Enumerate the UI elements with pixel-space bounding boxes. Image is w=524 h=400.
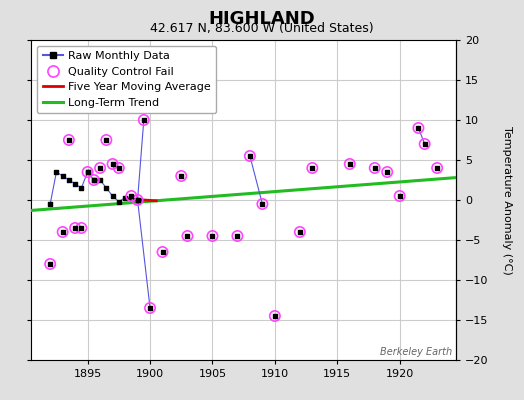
Point: [59, 229, 67, 235]
Point: [433, 165, 441, 171]
Point: [64, 137, 73, 143]
Point: [46, 261, 54, 267]
Point: [370, 165, 379, 171]
Point: [59, 173, 67, 179]
Point: [127, 193, 136, 199]
Point: [83, 169, 92, 175]
Point: [139, 117, 148, 123]
Point: [71, 225, 79, 231]
Point: [46, 261, 54, 267]
Point: [158, 249, 167, 255]
Point: [146, 305, 154, 311]
Text: HIGHLAND: HIGHLAND: [209, 10, 315, 28]
Point: [183, 233, 192, 239]
Point: [127, 193, 136, 199]
Point: [420, 141, 429, 147]
Point: [102, 137, 111, 143]
Point: [420, 141, 429, 147]
Point: [121, 194, 129, 201]
Point: [208, 233, 216, 239]
Point: [258, 201, 267, 207]
Point: [346, 161, 354, 167]
Point: [433, 165, 441, 171]
Point: [271, 313, 279, 319]
Point: [396, 193, 404, 199]
Legend: Raw Monthly Data, Quality Control Fail, Five Year Moving Average, Long-Term Tren: Raw Monthly Data, Quality Control Fail, …: [37, 46, 216, 113]
Point: [271, 313, 279, 319]
Point: [133, 197, 141, 203]
Point: [233, 233, 242, 239]
Point: [308, 165, 316, 171]
Point: [133, 197, 141, 203]
Point: [96, 165, 104, 171]
Point: [64, 137, 73, 143]
Point: [133, 197, 141, 203]
Point: [96, 177, 104, 183]
Point: [396, 193, 404, 199]
Point: [64, 177, 73, 183]
Point: [158, 249, 167, 255]
Point: [383, 169, 391, 175]
Text: 42.617 N, 83.600 W (United States): 42.617 N, 83.600 W (United States): [150, 22, 374, 35]
Point: [258, 201, 267, 207]
Point: [233, 233, 242, 239]
Point: [108, 161, 117, 167]
Point: [52, 169, 61, 175]
Point: [83, 169, 92, 175]
Point: [346, 161, 354, 167]
Point: [108, 161, 117, 167]
Point: [71, 225, 79, 231]
Point: [370, 165, 379, 171]
Y-axis label: Temperature Anomaly (°C): Temperature Anomaly (°C): [503, 126, 512, 274]
Point: [139, 117, 148, 123]
Point: [108, 193, 117, 199]
Point: [308, 165, 316, 171]
Point: [102, 185, 111, 191]
Point: [90, 177, 98, 183]
Point: [208, 233, 216, 239]
Point: [77, 185, 85, 191]
Point: [296, 229, 304, 235]
Point: [77, 225, 85, 231]
Point: [96, 165, 104, 171]
Point: [414, 125, 423, 131]
Point: [414, 125, 423, 131]
Point: [77, 225, 85, 231]
Point: [46, 201, 54, 207]
Text: Berkeley Earth: Berkeley Earth: [379, 347, 452, 357]
Point: [90, 177, 98, 183]
Point: [59, 229, 67, 235]
Point: [246, 153, 254, 159]
Point: [296, 229, 304, 235]
Point: [90, 177, 98, 183]
Point: [383, 169, 391, 175]
Point: [102, 137, 111, 143]
Point: [177, 173, 185, 179]
Point: [246, 153, 254, 159]
Point: [71, 181, 79, 187]
Point: [177, 173, 185, 179]
Point: [115, 165, 123, 171]
Point: [115, 165, 123, 171]
Point: [115, 198, 123, 205]
Point: [83, 169, 92, 175]
Point: [146, 305, 154, 311]
Point: [183, 233, 192, 239]
Point: [127, 195, 136, 202]
